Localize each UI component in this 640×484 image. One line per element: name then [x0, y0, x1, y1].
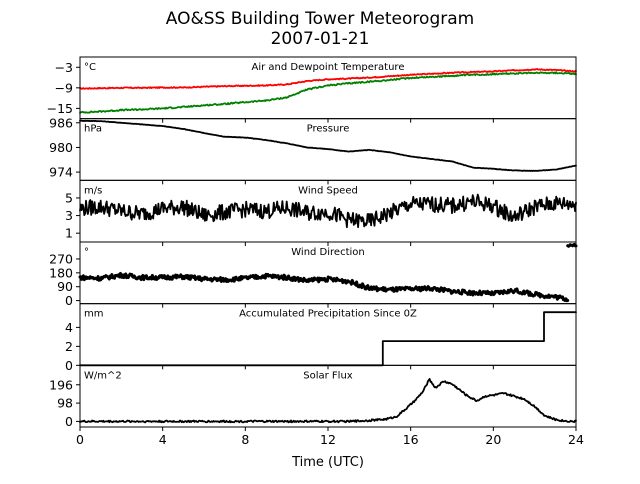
x-tick-label: 8: [241, 432, 249, 447]
y-tick-label: 0: [65, 358, 73, 373]
x-tick-label: 16: [403, 432, 419, 447]
unit-label: hPa: [84, 124, 102, 135]
series-line-1-0: [79, 119, 577, 172]
y-tick-label: 980: [49, 140, 73, 155]
x-tick-label: 0: [76, 432, 84, 447]
y-tick-label: 986: [49, 115, 73, 130]
x-axis-label: Time (UTC): [291, 455, 364, 470]
series-line-4-0: [79, 311, 577, 367]
y-tick-label: 4: [65, 320, 73, 335]
y-tick-label: 270: [49, 251, 73, 266]
series-line-0-1: [79, 71, 577, 114]
panel-title: Wind Direction: [291, 247, 365, 258]
y-tick-label: 2: [65, 339, 73, 354]
y-tick-label: 180: [49, 265, 73, 280]
y-tick-label: −3: [55, 60, 73, 75]
y-tick-label: 3: [65, 208, 73, 223]
figure-subtitle: 2007-01-21: [271, 29, 370, 49]
series-line-3-1: [566, 242, 578, 248]
x-tick-label: 4: [159, 432, 167, 447]
panel-title: Accumulated Precipitation Since 0Z: [239, 309, 417, 320]
y-tick-label: 5: [65, 190, 73, 205]
y-tick-label: −15: [47, 101, 73, 116]
panel-5: 196 98 00 4 8 12 16 20 24 W/m^2 Solar Flux: [49, 364, 584, 447]
panels-group: −3 −9 −15 °C Air and Dewpoint Temperature 986…: [47, 56, 584, 447]
y-tick-label: 0: [65, 414, 73, 429]
series-line-0-0: [79, 68, 577, 90]
series-line-3-0: [78, 271, 570, 303]
panel-title: Wind Speed: [298, 185, 358, 196]
panel-title: Solar Flux: [303, 370, 353, 381]
unit-label: m/s: [84, 185, 102, 196]
panel-1: 986 980 974 hPa Pressure: [49, 115, 577, 185]
panel-title: Air and Dewpoint Temperature: [252, 62, 405, 73]
series-line-5-0: [79, 378, 577, 424]
unit-label: °C: [84, 62, 96, 73]
series-line-2-0: [79, 193, 577, 229]
unit-label: °: [84, 247, 89, 258]
x-tick-label: 12: [320, 432, 336, 447]
y-tick-label: 0: [65, 293, 73, 308]
x-tick-label: 24: [568, 432, 584, 447]
x-tick-label: 20: [485, 432, 501, 447]
unit-label: mm: [84, 309, 103, 320]
unit-label: W/m^2: [84, 370, 122, 381]
y-tick-label: 1: [65, 226, 73, 241]
y-tick-label: 98: [57, 396, 73, 411]
panel-0: −3 −9 −15 °C Air and Dewpoint Temperature: [47, 56, 577, 123]
y-tick-label: −9: [55, 80, 73, 95]
panel-2: 5 3 1 m/s Wind Speed: [65, 179, 577, 246]
figure-title: AO&SS Building Tower Meteorogram: [166, 9, 474, 29]
panel-title: Pressure: [307, 124, 350, 135]
y-tick-label: 196: [49, 377, 73, 392]
panel-4: 4 2 0 mm Accumulated Precipitation Since 0Z: [65, 303, 577, 373]
y-tick-label: 974: [49, 165, 73, 180]
y-tick-label: 90: [57, 279, 73, 294]
